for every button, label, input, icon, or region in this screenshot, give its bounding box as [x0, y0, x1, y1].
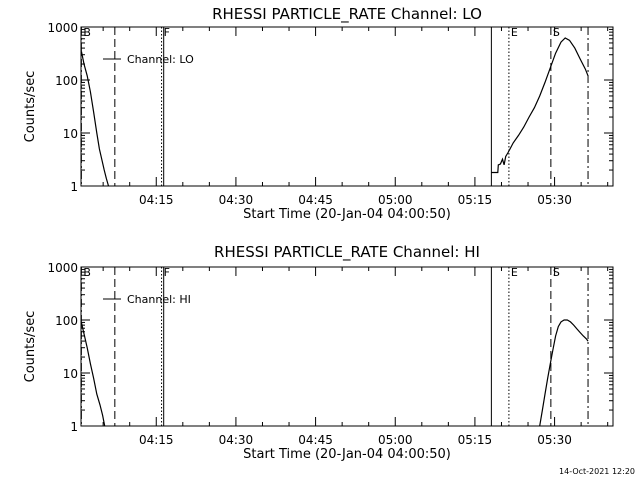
x-tick-label: 04:30: [219, 433, 254, 447]
y-tick-label: 1: [70, 420, 78, 434]
y-axis-label: Counts/sec: [23, 71, 38, 143]
chart-title: RHESSI PARTICLE_RATE Channel: HI: [214, 243, 480, 262]
x-tick-label: 05:30: [537, 433, 572, 447]
y-tick-label: 1000: [47, 261, 78, 275]
x-tick-label: 04:30: [219, 193, 254, 207]
marker-label: E: [511, 266, 518, 279]
x-tick-label: 05:15: [458, 193, 493, 207]
marker-label: E: [511, 26, 518, 39]
marker-label: B: [83, 266, 91, 279]
legend-label: Channel: HI: [127, 293, 191, 306]
marker-label: F: [164, 26, 170, 39]
y-tick-label: 1000: [47, 21, 78, 35]
y-tick-label: 100: [55, 314, 78, 328]
plot-frame: [80, 26, 614, 187]
legend-label: Channel: LO: [127, 53, 194, 66]
y-tick-label: 10: [63, 367, 78, 381]
y-tick-label: 100: [55, 74, 78, 88]
y-axis-label: Counts/sec: [23, 311, 38, 383]
footer-timestamp: 14-Oct-2021 12:20: [559, 467, 635, 476]
plot-frame: [80, 266, 614, 427]
series-line: [491, 37, 589, 174]
x-tick-label: 05:15: [458, 433, 493, 447]
marker-label: S: [553, 26, 560, 39]
chart-title: RHESSI PARTICLE_RATE Channel: LO: [212, 5, 482, 24]
x-tick-label: 05:30: [537, 193, 572, 207]
series-line: [80, 322, 106, 427]
panel-hi: RHESSI PARTICLE_RATE Channel: HI 1 10 100 10…: [23, 243, 614, 462]
x-tick-label: 05:00: [378, 433, 413, 447]
y-tick-label: 10: [63, 127, 78, 141]
x-axis-label: Start Time (20-Jan-04 04:00:50): [243, 207, 451, 222]
series-line: [80, 51, 110, 187]
x-tick-label: 04:15: [139, 433, 174, 447]
x-tick-label: 04:45: [298, 193, 333, 207]
y-tick-label: 1: [70, 180, 78, 194]
series-line: [539, 319, 589, 427]
x-tick-label: 04:45: [298, 433, 333, 447]
x-tick-label: 05:00: [378, 193, 413, 207]
x-tick-label: 04:15: [139, 193, 174, 207]
marker-label: B: [83, 26, 91, 39]
x-axis-label: Start Time (20-Jan-04 04:00:50): [243, 447, 451, 462]
marker-label: F: [164, 266, 170, 279]
marker-label: S: [553, 266, 560, 279]
panel-lo: RHESSI PARTICLE_RATE Channel: LO 1 10 100 10…: [23, 5, 614, 222]
